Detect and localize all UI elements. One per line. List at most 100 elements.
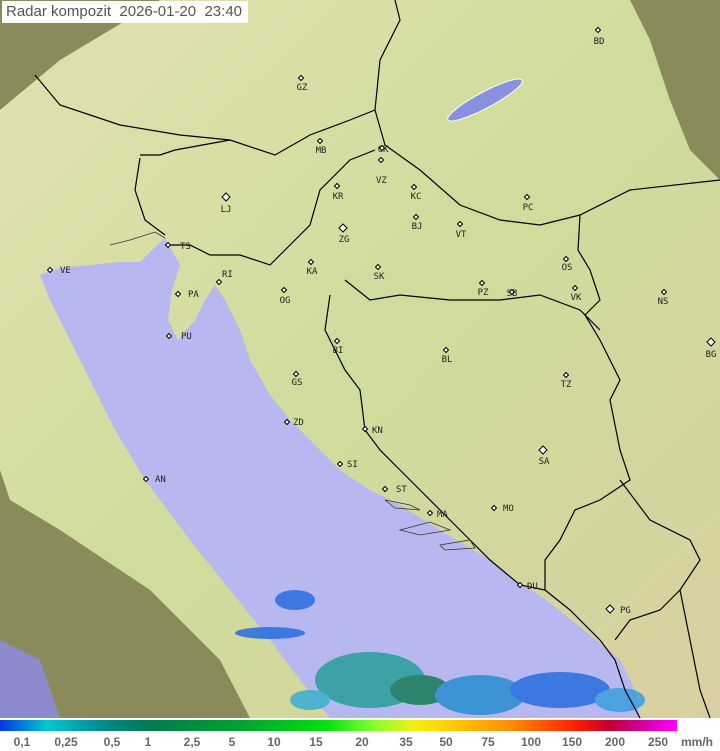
city-marker-icon	[538, 445, 548, 455]
scale-tick: 10	[267, 735, 281, 749]
city-marker-icon	[377, 156, 385, 164]
scale-tick: 2,5	[183, 735, 201, 749]
city-label: ST	[396, 485, 407, 495]
city-marker-icon	[381, 485, 389, 493]
city-label: BD	[594, 37, 605, 47]
city-marker-icon	[523, 193, 531, 201]
city-label: VZ	[376, 176, 387, 186]
title-time: 23:40	[204, 3, 243, 20]
scale-tick: 0,1	[13, 735, 31, 749]
city-label: KC	[411, 192, 422, 202]
city-marker-icon	[490, 504, 498, 512]
scale-tick: 1	[144, 735, 152, 749]
city-label: TZ	[561, 380, 572, 390]
city-label: SK	[374, 272, 385, 282]
scale-tick: 35	[399, 735, 413, 749]
city-marker-icon	[333, 337, 341, 345]
scale-tick: 100	[520, 735, 542, 749]
city-marker-icon	[142, 475, 150, 483]
city-marker-icon	[412, 213, 420, 221]
city-marker-icon	[46, 266, 54, 274]
city-marker-icon	[221, 192, 231, 202]
city-label: GS	[292, 378, 303, 388]
city-label: AN	[155, 475, 166, 485]
city-label: BI	[333, 346, 344, 356]
city-label: ZD	[293, 418, 304, 428]
city-label: DU	[527, 582, 538, 592]
city-label: PC	[523, 203, 534, 213]
city-label: PA	[188, 290, 199, 300]
city-marker-icon	[456, 220, 464, 228]
city-marker-icon	[378, 144, 386, 152]
city-label: PG	[620, 606, 631, 616]
country-borders	[34, 0, 720, 718]
radar-map[interactable]: GZ BD MB CK VZ KR KC PC LJ ZG BJ VT TS VE KA SK OS RI PA OG…	[0, 0, 720, 718]
scale-unit: mm/h	[680, 735, 714, 749]
city-marker-icon	[215, 278, 223, 286]
city-label: KR	[333, 192, 344, 202]
city-label: OG	[280, 296, 291, 306]
scale-tick: 50	[439, 735, 453, 749]
city-label: NS	[658, 297, 669, 307]
city-marker-icon	[333, 182, 341, 190]
city-marker-icon	[292, 370, 300, 378]
city-label: MA	[437, 510, 448, 520]
city-label: TS	[180, 242, 191, 252]
city-marker-icon	[508, 288, 516, 296]
city-label: GZ	[297, 83, 308, 93]
city-marker-icon	[410, 183, 418, 191]
scale-tick: 5	[228, 735, 236, 749]
scale-tick: 0,25	[54, 735, 78, 749]
city-label: PZ	[478, 288, 489, 298]
city-label: MB	[316, 146, 327, 156]
city-label: BL	[442, 355, 453, 365]
precipitation	[235, 590, 645, 715]
scale-tick: 75	[481, 735, 495, 749]
city-label: BJ	[412, 222, 423, 232]
adriatic-sea	[40, 238, 640, 718]
city-label: VT	[456, 230, 467, 240]
city-marker-icon	[283, 418, 291, 426]
city-marker-icon	[516, 581, 524, 589]
outer-sea	[0, 640, 60, 718]
lake-balaton	[447, 78, 523, 122]
city-marker-icon	[280, 286, 288, 294]
scale-tick-labels: 0,1 0,25 0,5 1 2,5 5 10 15 20 35 50 75 100 150 200 250 m…	[0, 735, 720, 751]
city-label: KN	[372, 426, 383, 436]
scale-tick: 20	[355, 735, 369, 749]
city-label: MO	[503, 504, 514, 514]
city-marker-icon	[374, 263, 382, 271]
city-marker-icon	[442, 346, 450, 354]
city-label: SA	[539, 457, 550, 467]
city-marker-icon	[338, 223, 348, 233]
city-marker-icon	[706, 337, 716, 347]
city-label: KA	[307, 267, 318, 277]
scale-tick: 15	[309, 735, 323, 749]
city-marker-icon	[426, 509, 434, 517]
city-marker-icon	[605, 604, 615, 614]
city-label: LJ	[221, 205, 232, 215]
scale-tick: 250	[647, 735, 669, 749]
city-label: OS	[562, 263, 573, 273]
city-marker-icon	[660, 288, 668, 296]
city-marker-icon	[297, 74, 305, 82]
scale-tick: 150	[561, 735, 583, 749]
city-markers: GZ BD MB CK VZ KR KC PC LJ ZG BJ VT TS VE KA SK OS RI PA OG…	[46, 26, 717, 616]
city-marker-icon	[361, 425, 369, 433]
city-label: SB	[507, 289, 518, 299]
city-marker-icon	[594, 26, 602, 34]
city-marker-icon	[562, 371, 570, 379]
title-date: 2026-01-20	[119, 3, 197, 20]
radar-coverage-area	[0, 0, 720, 718]
scale-tick: 200	[604, 735, 626, 749]
city-label: BG	[706, 350, 717, 360]
city-label: VE	[60, 266, 71, 276]
city-marker-icon	[336, 460, 344, 468]
city-label: RI	[222, 270, 233, 280]
city-marker-icon	[316, 137, 324, 145]
city-marker-icon	[562, 255, 570, 263]
city-marker-icon	[307, 258, 315, 266]
map-title: Radar kompozit 2026-01-20 23:40	[2, 1, 249, 23]
coastline-details	[109, 231, 476, 551]
city-marker-icon	[571, 284, 579, 292]
